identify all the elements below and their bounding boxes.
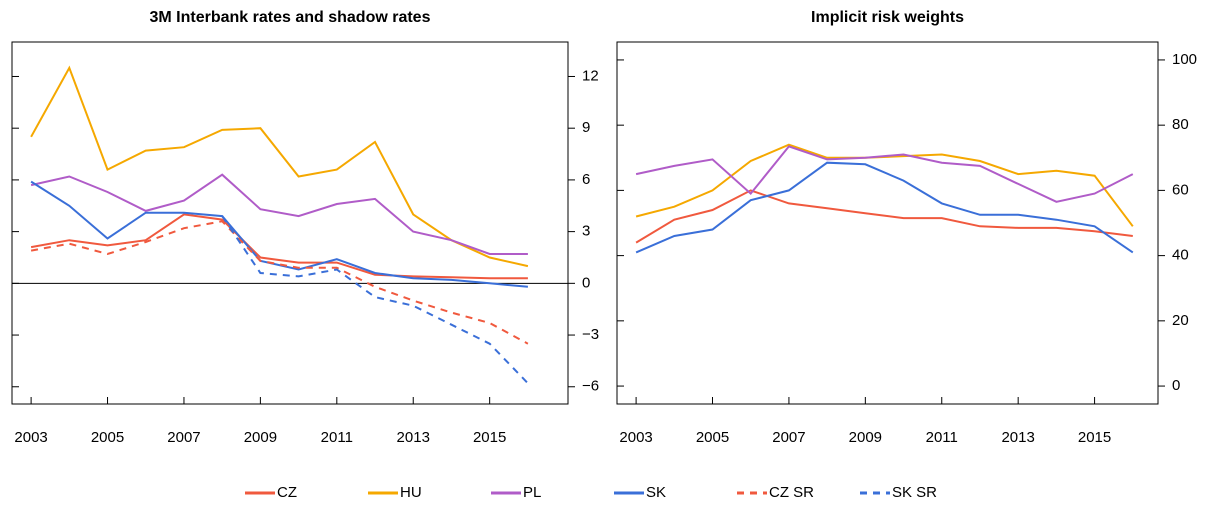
series-line xyxy=(635,145,1134,203)
y-tick-label: 20 xyxy=(1172,312,1189,329)
y-tick-label: 60 xyxy=(1172,181,1189,198)
x-tick-label: 2015 xyxy=(473,429,506,446)
x-tick-label: 2003 xyxy=(619,429,652,446)
legend-label: CZ xyxy=(277,484,297,501)
legend-label: HU xyxy=(400,484,422,501)
x-tick-label: 2009 xyxy=(849,429,882,446)
legend-label: CZ SR xyxy=(769,484,814,501)
chart-title: Implicit risk weights xyxy=(811,9,964,26)
series-line xyxy=(30,220,529,345)
y-tick-label: 0 xyxy=(1172,377,1180,394)
x-tick-label: 2003 xyxy=(14,429,47,446)
y-tick-label: 6 xyxy=(582,171,590,188)
legend-label: SK SR xyxy=(892,484,937,501)
series-line xyxy=(635,189,1133,244)
chart-title: 3M Interbank rates and shadow rates xyxy=(150,9,431,26)
series-line xyxy=(221,215,529,384)
series-line xyxy=(635,161,1134,254)
x-tick-label: 2007 xyxy=(772,429,805,446)
series-line xyxy=(30,173,528,255)
x-tick-label: 2009 xyxy=(244,429,277,446)
y-tick-label: 3 xyxy=(582,223,590,240)
x-tick-label: 2005 xyxy=(91,429,124,446)
y-tick-label: 100 xyxy=(1172,51,1197,68)
y-tick-label: −3 xyxy=(582,326,599,343)
x-tick-label: 2011 xyxy=(321,429,353,446)
x-tick-label: 2011 xyxy=(926,429,958,446)
y-tick-label: 80 xyxy=(1172,116,1189,133)
y-tick-label: 9 xyxy=(582,119,590,136)
series-line xyxy=(30,213,528,280)
y-tick-label: 0 xyxy=(582,274,590,291)
y-tick-label: 12 xyxy=(582,67,599,84)
legend-label: PL xyxy=(523,484,541,501)
series-line xyxy=(30,65,529,268)
x-tick-label: 2005 xyxy=(696,429,729,446)
plot-frame xyxy=(11,41,569,405)
x-tick-label: 2007 xyxy=(167,429,200,446)
y-tick-label: −6 xyxy=(582,378,599,395)
x-tick-label: 2015 xyxy=(1078,429,1111,446)
series-line xyxy=(30,180,528,288)
legend-label: SK xyxy=(646,484,666,501)
x-tick-label: 2013 xyxy=(1001,429,1034,446)
plot-frame xyxy=(616,41,1159,405)
y-tick-label: 40 xyxy=(1172,247,1189,264)
x-tick-label: 2013 xyxy=(397,429,430,446)
